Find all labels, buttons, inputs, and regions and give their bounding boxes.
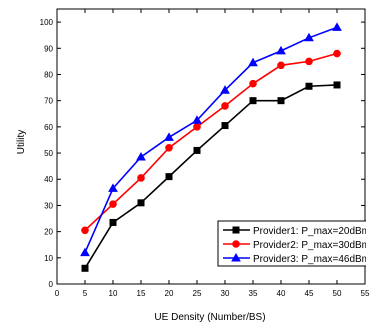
x-tick-label: 25 bbox=[193, 289, 202, 298]
x-tick-label: 15 bbox=[137, 289, 146, 298]
x-tick-label: 40 bbox=[277, 289, 286, 298]
series-3-point bbox=[276, 45, 286, 55]
x-tick-label: 5 bbox=[83, 289, 88, 298]
y-tick-label: 40 bbox=[44, 175, 53, 184]
x-tick-label: 35 bbox=[249, 289, 258, 298]
x-tick-label: 10 bbox=[109, 289, 118, 298]
x-tick-label: 20 bbox=[165, 289, 174, 298]
series-2-point bbox=[277, 61, 285, 70]
legend-label: Provider2: P_max=30dBm bbox=[253, 240, 370, 251]
series-3-point bbox=[108, 183, 118, 192]
x-axis-label: UE Density (Number/BS) bbox=[154, 312, 265, 323]
y-tick-label: 50 bbox=[44, 149, 53, 158]
series-1-point bbox=[221, 122, 229, 130]
y-tick-label: 20 bbox=[44, 228, 53, 237]
series-1-point bbox=[81, 264, 89, 272]
series-2-point bbox=[137, 174, 145, 182]
plot-frame bbox=[56, 8, 366, 285]
x-tick-label: 30 bbox=[221, 289, 230, 298]
series-2-point bbox=[81, 226, 89, 235]
series-1-point bbox=[109, 218, 117, 226]
y-tick-label: 70 bbox=[44, 97, 53, 106]
series-3-point bbox=[248, 57, 258, 67]
series-2-line bbox=[84, 52, 338, 231]
series-1-point bbox=[277, 97, 285, 105]
series-3-point bbox=[80, 247, 90, 257]
series-3-point bbox=[304, 32, 314, 42]
series-2-point bbox=[165, 144, 173, 152]
legend-swatch-marker bbox=[232, 226, 240, 234]
legend: Provider1: P_max=20dBm Provider2: P_max=3… bbox=[217, 220, 370, 267]
x-tick-label: 45 bbox=[305, 289, 314, 298]
y-tick-label: 80 bbox=[44, 70, 53, 79]
series-3-line bbox=[84, 26, 338, 253]
series-3-point bbox=[332, 22, 342, 31]
series-3-point bbox=[220, 85, 230, 94]
series-2-point bbox=[193, 123, 201, 131]
series-1-point bbox=[305, 82, 313, 90]
y-tick-label: 100 bbox=[40, 18, 54, 27]
x-tick-label: 55 bbox=[361, 289, 370, 298]
series-1-point bbox=[137, 199, 145, 207]
y-tick-label: 90 bbox=[44, 44, 53, 53]
series-3-point bbox=[136, 151, 146, 161]
x-tick-label: 50 bbox=[333, 289, 342, 298]
series-2-point bbox=[305, 57, 313, 66]
series-3-point bbox=[164, 132, 174, 141]
y-tick-label: 10 bbox=[44, 254, 53, 263]
y-axis-label: Utility bbox=[16, 130, 27, 154]
series-1-point bbox=[193, 146, 201, 154]
series-1-point bbox=[333, 81, 341, 89]
legend-label: Provider1: P_max=20dBm bbox=[253, 226, 370, 237]
series-2-point bbox=[249, 79, 257, 88]
legend-swatch-marker bbox=[231, 252, 241, 262]
series-2-point bbox=[333, 49, 341, 58]
series-1-point bbox=[249, 97, 257, 105]
series-2-point bbox=[109, 200, 117, 208]
series-3-point bbox=[192, 115, 202, 124]
series-1-point bbox=[165, 173, 173, 181]
x-tick-label: 0 bbox=[55, 289, 60, 298]
y-tick-label: 30 bbox=[44, 201, 53, 210]
legend-label: Provider3: P_max=46dBm bbox=[253, 254, 370, 265]
series-2-point bbox=[221, 102, 229, 110]
legend-swatch-marker bbox=[232, 240, 240, 248]
y-tick-label: 0 bbox=[49, 280, 54, 289]
series-1-line bbox=[84, 84, 338, 269]
y-tick-label: 60 bbox=[44, 123, 53, 132]
